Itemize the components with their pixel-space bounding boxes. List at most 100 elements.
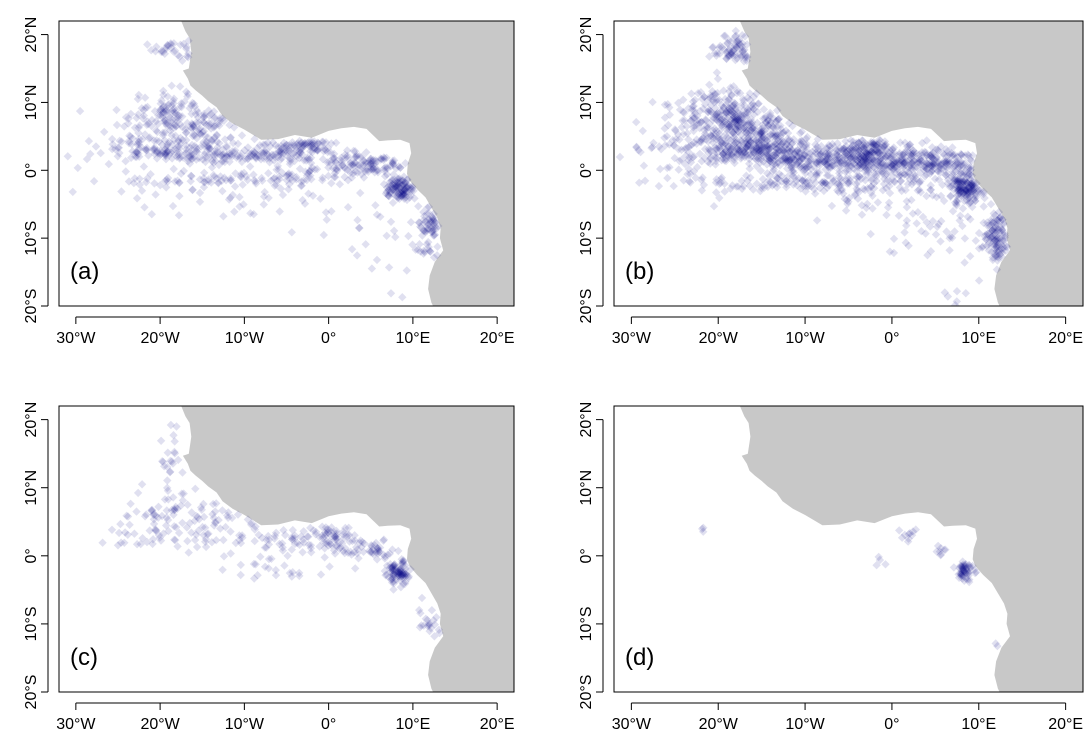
observation-point [384,191,393,201]
observation-point [282,140,291,149]
observation-point [857,150,866,160]
observation-point [202,137,212,147]
observation-point [669,181,678,191]
observation-point [126,153,136,162]
observation-point [766,178,776,187]
observation-point [774,148,783,157]
observation-point [397,191,406,200]
observation-point [381,189,391,198]
observation-point [741,50,751,60]
observation-point [243,154,253,163]
observation-point [366,154,376,163]
observation-point [154,502,163,511]
observation-point [399,192,408,201]
observation-point [430,231,439,240]
observation-point [271,565,280,575]
observation-point [692,121,701,130]
observation-point [752,89,761,98]
observation-point [145,133,154,142]
observation-point [969,187,978,196]
observation-point [751,125,760,135]
observation-point [213,148,222,157]
observation-point [148,539,157,549]
observation-point [872,172,881,181]
observation-point [966,165,975,174]
observation-point [870,184,879,193]
observation-point [958,564,968,573]
observation-point [788,159,797,169]
observation-point [347,550,356,559]
observation-point [161,145,170,154]
observation-point [813,168,822,177]
observation-point [927,167,936,176]
observation-point [398,559,408,569]
observation-point [142,120,151,129]
observation-point [765,144,775,153]
observation-point [824,154,833,163]
observation-point [270,531,280,540]
observation-point [180,97,189,106]
observation-point [159,108,168,117]
observation-point [964,569,973,578]
observation-point [825,164,834,173]
observation-point [843,199,852,209]
observation-point [392,567,402,576]
observation-point [735,141,745,150]
observation-point [987,217,996,227]
observation-point [163,462,172,472]
observation-point [732,42,742,52]
observation-point [785,156,794,165]
observation-point [763,136,772,145]
observation-point [414,202,423,211]
observation-point [798,154,807,163]
observation-point [877,167,886,176]
observation-point [945,162,955,171]
observation-point [343,530,352,539]
observation-point [164,526,173,536]
observation-point [862,203,871,213]
observation-point [797,137,807,146]
observation-point [723,39,732,48]
observation-point [304,189,313,198]
observation-point [728,36,737,45]
observation-point [312,140,322,149]
observation-point [395,191,404,200]
observation-point [863,184,872,193]
observation-point [860,185,870,195]
observation-point [330,549,340,558]
observation-point [993,252,1002,261]
observation-point [205,144,214,153]
observation-point [299,538,309,547]
observation-point [963,179,972,189]
observation-point [851,145,861,154]
observation-point [402,570,412,580]
observation-point [903,145,912,154]
observation-point [816,150,825,159]
observation-point [318,155,328,164]
observation-point [200,109,209,119]
observation-point [927,160,936,170]
observation-point [747,101,756,110]
observation-point [999,236,1009,245]
observation-point [964,183,974,192]
observation-point [790,150,799,159]
observation-point [670,125,680,134]
observation-point [836,143,845,153]
observation-point [737,150,746,160]
observation-point [226,176,235,185]
observation-point [389,569,398,579]
observation-point [792,160,801,169]
map-panel-c: 30°W 20°W 10°W 0° 10°E 20°E20°N10°N0°10°S20°S… [23,402,515,733]
observation-point [779,149,788,158]
observation-point [414,218,424,227]
observation-point [959,564,968,573]
y-axis: 20°N10°N0°10°S20°S [23,402,49,709]
observation-point [885,152,895,162]
observation-point [427,227,436,236]
observation-point [722,48,731,57]
observation-point [328,164,338,173]
observation-point [749,104,758,113]
observation-point [957,161,966,170]
observation-point [258,533,267,543]
observation-point [737,51,747,60]
